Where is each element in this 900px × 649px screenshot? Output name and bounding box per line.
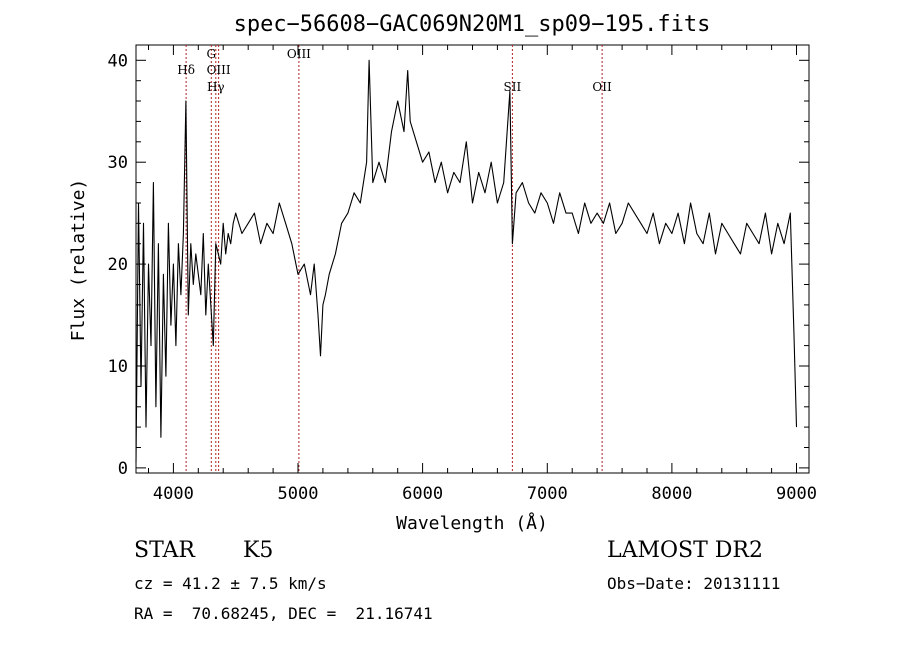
subclass-label: K5 xyxy=(243,538,274,563)
y-tick-label: 30 xyxy=(108,153,128,173)
y-tick-label: 40 xyxy=(108,51,128,71)
spectral-line-label: OIII xyxy=(207,63,231,77)
spectral-line-markers: Hδ G OIII Hγ OIII SII OII xyxy=(177,45,612,473)
class-label: STAR xyxy=(134,538,195,563)
axis-ticks xyxy=(136,45,809,473)
chart-title: spec−56608−GAC069N20M1_sp09−195.fits xyxy=(234,12,711,37)
plot-frame xyxy=(135,44,810,474)
x-tick-label: 8000 xyxy=(651,484,692,504)
y-tick-label: 10 xyxy=(108,357,128,377)
x-tick-label: 9000 xyxy=(776,484,817,504)
obs-date: Obs−Date: 20131111 xyxy=(607,574,781,593)
cz-value: cz = 41.2 ± 7.5 km/s xyxy=(134,574,327,593)
x-tick-label: 6000 xyxy=(402,484,443,504)
spectral-line-label: Hδ xyxy=(177,63,195,77)
axis-tick-labels: 4000 5000 6000 7000 8000 9000 0 10 20 30 40 xyxy=(108,51,817,504)
coordinates: RA = 70.68245, DEC = 21.16741 xyxy=(134,604,433,623)
spectral-line-label: OII xyxy=(592,80,612,94)
x-tick-label: 4000 xyxy=(153,484,194,504)
y-tick-label: 20 xyxy=(108,255,128,275)
x-axis-label: Wavelength (Å) xyxy=(396,512,548,534)
spectrum-line xyxy=(135,59,798,463)
spectral-line-label: Hγ xyxy=(207,80,225,94)
spectral-line-label: SII xyxy=(504,80,522,94)
survey-label: LAMOST DR2 xyxy=(607,538,763,563)
x-tick-label: 5000 xyxy=(278,484,319,504)
y-tick-label: 0 xyxy=(118,459,128,479)
y-axis-label: Flux (relative) xyxy=(68,179,89,342)
spectral-line-label: OIII xyxy=(287,47,311,61)
spectral-line-label: G xyxy=(207,47,217,61)
x-tick-label: 7000 xyxy=(527,484,568,504)
